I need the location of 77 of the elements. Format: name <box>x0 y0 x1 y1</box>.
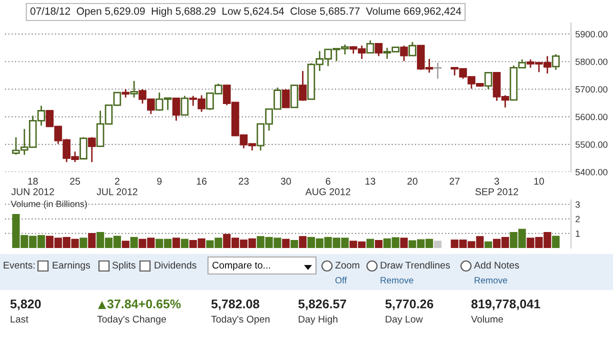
bar <box>366 238 374 248</box>
y-tick-label: 1 <box>576 230 580 237</box>
bar <box>400 238 408 248</box>
text: Dividends <box>154 261 196 269</box>
text: Events: <box>4 262 35 269</box>
bar <box>434 240 442 248</box>
text: Off <box>335 276 347 284</box>
x-tick-label: 16 <box>196 178 207 185</box>
x-tick-label: 30 <box>280 178 291 185</box>
y-tick-label: 5600.00 <box>576 114 608 120</box>
chart-title: Volume (in Billions) <box>10 200 87 209</box>
text: 819,778,041 <box>471 300 540 310</box>
text: 37.84+0.65% <box>107 300 181 308</box>
text: Draw Trendlines <box>380 261 450 269</box>
bar <box>374 240 382 248</box>
x-tick-label: 27 <box>450 178 460 185</box>
candlestick <box>282 88 290 108</box>
candlestick <box>434 62 442 80</box>
candlestick <box>366 40 374 54</box>
bar <box>88 233 96 248</box>
x-tick-label: 2 JUL 2012 <box>96 178 138 196</box>
text: 5,820 <box>10 300 41 310</box>
text: Day High <box>298 315 338 325</box>
bar <box>172 238 180 248</box>
bar <box>282 238 290 248</box>
candlestick <box>172 97 180 122</box>
bar <box>552 236 560 248</box>
x-tick-label: 23 <box>238 178 249 185</box>
candlestick <box>290 84 298 108</box>
text: Today's Change <box>97 315 166 325</box>
y-tick-label: 3 <box>576 201 580 208</box>
y-tick-label: 5500.00 <box>576 141 608 148</box>
text: Volume <box>471 315 503 323</box>
candlestick <box>400 44 408 62</box>
bar <box>130 236 138 248</box>
candlestick <box>484 72 492 90</box>
text: Last <box>10 316 28 323</box>
text: Earnings <box>52 261 90 271</box>
text: Compare to... <box>212 262 270 271</box>
candlestick <box>80 136 88 160</box>
candlestick <box>374 42 383 57</box>
bar <box>180 238 188 248</box>
text: Splits <box>112 261 136 271</box>
x-tick-label: 9 <box>157 178 162 185</box>
candlestick <box>552 54 560 71</box>
bar <box>298 236 307 248</box>
x-tick-label: 3 SEP 2012 <box>475 178 518 196</box>
x-tick-label: 20 <box>408 178 418 185</box>
bar <box>484 241 492 248</box>
x-tick-label: 6 AUG 2012 <box>305 178 350 196</box>
candlestick <box>130 80 138 98</box>
y-tick-label: 5400.00 <box>576 168 608 176</box>
text: Day Low <box>386 316 423 325</box>
x-tick-label: 10 <box>534 178 544 185</box>
x-tick-label: 18 JUN 2012 <box>11 178 54 196</box>
text: Remove <box>474 277 508 284</box>
text: 5,782.08 <box>211 300 260 310</box>
y-tick-label: 5700.00 <box>576 86 608 93</box>
x-tick-label: 13 <box>366 178 376 185</box>
y-tick-label: 2 <box>576 216 580 222</box>
chart-title: 07/18/12 Open 5,629.09 High 5,688.29 Low 5,624.54 Close 5,685.77 Volume 669,962,424 <box>30 7 462 17</box>
text: 5,770.26 <box>385 300 434 310</box>
text: Today's Open <box>211 315 270 325</box>
x-tick-label: 25 <box>70 178 80 185</box>
text: Add Notes <box>474 261 520 269</box>
candlestick <box>298 70 307 102</box>
bar <box>122 240 130 248</box>
y-tick-label: 5800.00 <box>576 58 608 65</box>
y-tick-label: 5900.00 <box>576 31 608 38</box>
bar <box>80 238 88 248</box>
text: 5,826.57 <box>298 300 346 310</box>
candlestick <box>88 136 96 163</box>
candlestick <box>408 41 416 56</box>
bar <box>290 240 298 248</box>
text: Remove <box>380 277 414 284</box>
candlestick <box>180 95 189 116</box>
text: Zoom <box>335 262 360 269</box>
